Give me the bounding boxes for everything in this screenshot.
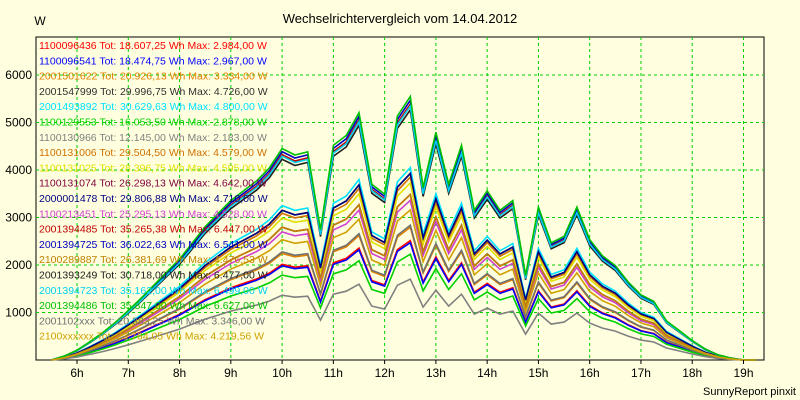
- x-tick-label: 17h: [631, 366, 651, 380]
- y-tick-label: 4000: [5, 163, 32, 177]
- legend-entry: 2001493892 Tot: 30.629,63 Wh Max: 4.800,…: [39, 101, 268, 113]
- x-tick-label: 8h: [173, 366, 186, 380]
- x-tick-label: 15h: [528, 366, 548, 380]
- legend: 1100096436 Tot: 18.607,25 Wh Max: 2.984,…: [39, 40, 268, 343]
- legend-entry: 1100129553 Tot: 16.053,50 Wh Max: 2.878,…: [39, 117, 267, 129]
- x-tick-label: 14h: [477, 366, 497, 380]
- series-line-2001394723: [51, 103, 757, 361]
- legend-entry: 1100130966 Tot: 12.145,00 Wh Max: 2.183,…: [39, 132, 267, 144]
- x-tick-label: 19h: [733, 366, 753, 380]
- y-tick-label: 5000: [5, 116, 32, 130]
- legend-entry: 1100096541 Tot: 18.474,75 Wh Max: 2.967,…: [39, 55, 267, 67]
- series-line-1100096541: [51, 241, 757, 361]
- y-tick-label: 1000: [5, 306, 32, 320]
- x-tick-label: 18h: [682, 366, 702, 380]
- series-line-1100213451: [51, 198, 757, 361]
- x-tick-label: 9h: [224, 366, 237, 380]
- x-tick-label: 6h: [70, 366, 83, 380]
- legend-entry: 1100131006 Tot: 29.504,50 Wh Max: 4.579,…: [39, 147, 267, 159]
- legend-entry: 2001547999 Tot: 29.996,75 Wh Max: 4.726,…: [39, 86, 268, 98]
- legend-entry: 2001102xxx Tot: 20.383,25 Wh Max: 3.346,…: [39, 315, 265, 327]
- series-line-2000001478: [51, 171, 757, 361]
- legend-entry: 2001394725 Tot: 36.022,63 Wh Max: 6.541,…: [39, 239, 268, 251]
- legend-entry: 1100131025 Tot: 28.396,75 Wh Max: 4.595,…: [39, 162, 267, 174]
- y-tick-label: 2000: [5, 258, 32, 272]
- legend-entry: 2001394486 Tot: 35.847,00 Wh Max: 6.627,…: [39, 300, 268, 312]
- series-line-1100129553: [51, 253, 757, 361]
- legend-entry: 1100131074 Tot: 26.298,13 Wh Max: 4.642,…: [39, 178, 267, 190]
- y-tick-label: 6000: [5, 68, 32, 82]
- x-tick-label: 7h: [122, 366, 135, 380]
- series-line-2100289887: [51, 193, 757, 361]
- y-tick-label: 3000: [5, 211, 32, 225]
- x-tick-label: 12h: [375, 366, 395, 380]
- footer-credit: SunnyReport pinxit: [703, 386, 796, 398]
- legend-entry: 2100289887 Tot: 26.381,69 Wh Max: 4.476,…: [39, 254, 268, 266]
- series-line-2001102xxx: [51, 223, 757, 361]
- chart-title: Wechselrichtervergleich vom 14.04.2012: [283, 11, 518, 26]
- series-lines: [51, 94, 757, 361]
- y-axis-label: W: [34, 14, 46, 28]
- legend-entry: 2001394723 Tot: 35.162,00 Wh Max: 6.499,…: [39, 285, 268, 297]
- legend-entry: 1100213451 Tot: 25.295,13 Wh Max: 4.528,…: [39, 208, 267, 220]
- series-line-1100131025: [51, 181, 757, 361]
- legend-entry: 2001393249 Tot: 30.718,00 Wh Max: 6.477,…: [39, 270, 268, 282]
- x-tick-label: 10h: [272, 366, 292, 380]
- y-ticks: 1000 2000 3000 4000 5000 6000: [5, 68, 32, 320]
- series-line-2001394486: [51, 94, 757, 361]
- series-line-1100131006: [51, 175, 757, 361]
- legend-entry: 2001501622 Tot: 20.926,13 Wh Max: 3.334,…: [39, 71, 268, 83]
- legend-entry: 1100096436 Tot: 18.607,25 Wh Max: 2.984,…: [39, 40, 267, 52]
- series-line-1100130966: [51, 278, 757, 361]
- series-line-2001493892: [51, 165, 757, 361]
- x-tick-label: 11h: [324, 366, 343, 380]
- legend-entry: 2000001478 Tot: 29.806,88 Wh Max: 4.710,…: [39, 193, 268, 205]
- x-ticks: 6h 7h 8h 9h 10h 11h 12h 13h 14h 15h 16h 17h 18h 19h: [70, 360, 754, 380]
- legend-entry: 2001394485 Tot: 35.265,38 Wh Max: 6.447,…: [39, 224, 268, 236]
- x-tick-label: 13h: [426, 366, 446, 380]
- x-tick-label: 16h: [580, 366, 600, 380]
- series-line-2100xxxxxx: [51, 208, 757, 361]
- legend-entry: 2100xxxxxx Tot: 23.764,05 Wh Max: 4.219,…: [39, 331, 264, 343]
